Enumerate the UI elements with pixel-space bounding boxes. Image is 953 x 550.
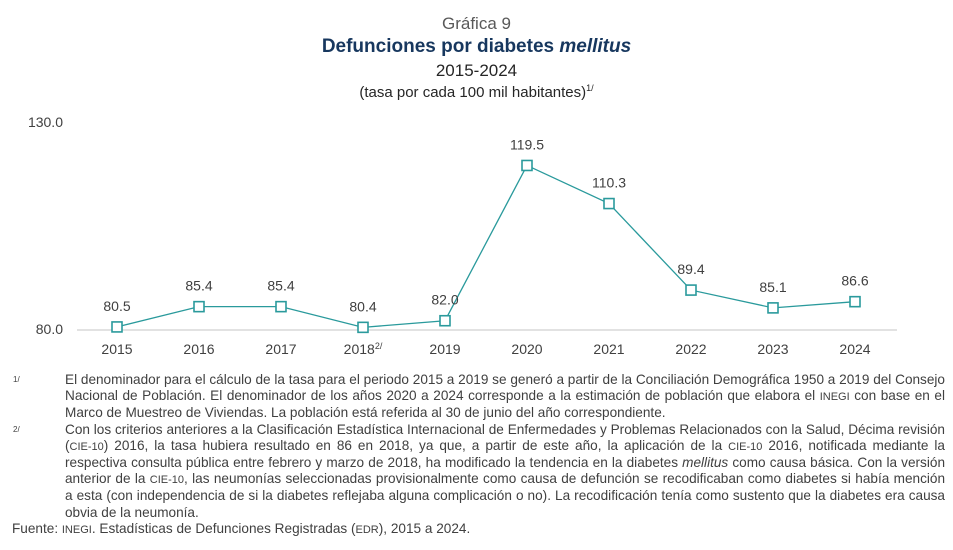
footnote-2-text-c: 2016, notificada mediante la respectiva … — [65, 437, 945, 471]
source-edr: EDR — [355, 523, 379, 536]
data-label: 82.0 — [431, 292, 458, 308]
series-markers — [111, 159, 861, 334]
data-label: 86.6 — [841, 273, 868, 289]
source-inegi: INEGI — [61, 523, 92, 536]
footnote-2-italic: mellitus — [682, 455, 729, 471]
chart-unit: (tasa por cada 100 mil habitantes)1/ — [0, 83, 953, 101]
data-label: 89.4 — [677, 261, 704, 277]
data-point-marker — [111, 321, 123, 333]
data-point-marker — [193, 300, 205, 313]
y-tick-label: 130.0 — [28, 114, 63, 130]
data-label: 85.4 — [185, 278, 212, 294]
source-text-b: ), 2015 a 2024. — [378, 520, 471, 536]
x-tick-label: 2021 — [593, 341, 624, 357]
data-label: 80.4 — [349, 298, 376, 314]
x-tick-label: 2020 — [511, 341, 542, 357]
footnote-2-text-b: ) 2016, la tasa hubiera resultado en 86 … — [103, 437, 729, 453]
footnote-1-text-a: El denominador para el cálculo de la tas… — [65, 372, 945, 404]
source-line: Fuente: INEGI. Estadísticas de Defuncion… — [0, 521, 953, 538]
data-point-marker — [357, 321, 369, 334]
chart-title-italic: mellitus — [559, 36, 632, 57]
footnote-2-text-d: como causa básica. Con la versión anteri… — [65, 455, 945, 487]
data-point-marker — [849, 295, 861, 308]
x-tick-label: 20182/ — [344, 341, 383, 357]
y-axis-ticks: 80.0 130.0 — [28, 114, 63, 337]
data-label: 80.5 — [103, 298, 130, 314]
data-point-marker — [767, 302, 779, 314]
source-text-a: . Estadísticas de Defunciones Registrada… — [91, 520, 356, 536]
data-point-marker — [439, 314, 451, 327]
footnote-2-text-e: , las neumonías seleccionadas provisiona… — [65, 471, 946, 520]
x-axis-ticks: 2015 2016 2017 20182/2019 2020 2021 2022 2023 20… — [101, 341, 870, 357]
chart-title: Defunciones por diabetes mellitus — [0, 36, 953, 58]
footnote-1-inegi: INEGI — [819, 391, 850, 404]
x-tick-label: 2017 — [265, 341, 296, 357]
chart-label: Gráfica 9 — [442, 14, 511, 33]
footnote-1: 1/ El denominador para el cálculo de la … — [0, 372, 953, 422]
chart-period: 2015-2024 — [435, 61, 518, 80]
data-point-marker — [521, 159, 533, 172]
line-chart: 80.0 130.0 2015 2016 2017 20182/2019 2020 2021… — [28, 114, 897, 357]
footnote-2-text-a: Con los criterios anteriores a la Clasif… — [65, 421, 945, 453]
chart-title-main: Defunciones por diabetes — [321, 36, 560, 57]
x-tick-note: 2/ — [375, 341, 383, 351]
footnote-2-cie-3: CIE-10 — [149, 474, 185, 487]
footnote-2-cie-2: CIE-10 — [728, 440, 763, 453]
data-label: 85.1 — [759, 279, 786, 295]
data-point-marker — [603, 197, 615, 210]
chart-unit-note: 1/ — [586, 83, 594, 93]
data-point-marker — [685, 284, 697, 296]
source-label: Fuente: — [12, 520, 62, 536]
data-label: 110.3 — [592, 175, 626, 191]
footnote-1-mark: 1/ — [13, 375, 20, 384]
x-tick-label: 2024 — [839, 341, 870, 357]
data-label: 85.4 — [267, 278, 294, 294]
data-point-marker — [275, 300, 287, 313]
data-label: 119.5 — [510, 136, 544, 152]
series-line — [116, 164, 856, 329]
x-tick-label: 2015 — [101, 341, 132, 357]
y-tick-label: 80.0 — [36, 321, 63, 337]
x-tick-label: 2022 — [675, 341, 706, 357]
footnote-2-mark: 2/ — [13, 424, 20, 434]
data-labels: 80.5 85.4 85.4 80.4 82.0 119.5 110.3 89.4 85.1 86… — [103, 136, 868, 314]
footnote-2: 2/ Con los criterios anteriores a la Cla… — [0, 422, 953, 521]
chart-unit-text: (tasa por cada 100 mil habitantes) — [359, 84, 587, 101]
x-tick-label: 2016 — [183, 341, 214, 357]
footnotes: 1/ El denominador para el cálculo de la … — [0, 372, 953, 538]
footnote-2-cie-1: CIE-10 — [69, 440, 104, 453]
x-tick-label: 2023 — [757, 341, 788, 357]
footnote-1-text-b: con base en el Marco de Muestreo de Vivi… — [65, 388, 945, 421]
x-tick-label: 2019 — [429, 341, 460, 357]
